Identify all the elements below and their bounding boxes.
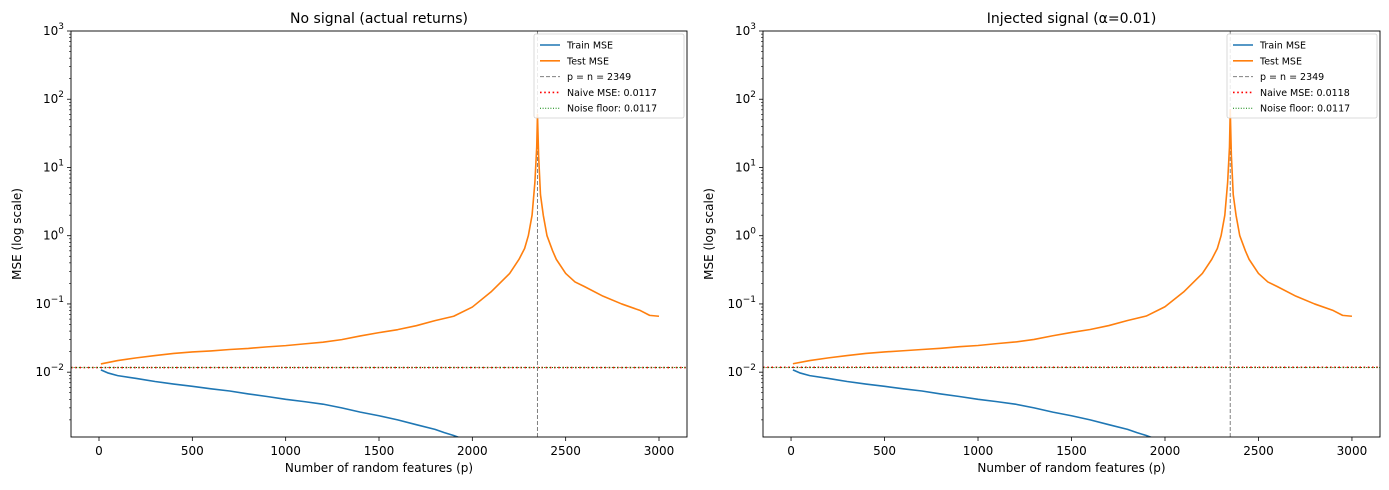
x-tick-label: 3000 <box>644 444 675 458</box>
y-tick-label: 102 <box>735 90 756 106</box>
chart-title: Injected signal (α=0.01) <box>987 11 1157 27</box>
y-tick-exponent: 1 <box>750 158 756 168</box>
test-mse-line <box>100 113 660 365</box>
legend: Train MSE Test MSE p = n = 2349 Naive MSE: … <box>1226 33 1378 119</box>
legend-entry-label: Naive MSE: 0.0117 <box>567 88 657 99</box>
legend-entry-label: Train MSE <box>1259 41 1306 52</box>
x-tick-label: 500 <box>181 444 204 458</box>
y-tick-label: 10−1 <box>35 295 64 311</box>
y-tick-label: 101 <box>43 158 64 174</box>
legend-box <box>533 33 685 119</box>
y-tick-base: 10 <box>735 92 750 106</box>
x-tick-label: 0 <box>95 444 103 458</box>
x-tick-label: 1000 <box>963 444 994 458</box>
train-mse-line <box>792 369 1153 437</box>
y-tick-exponent: 2 <box>750 90 756 100</box>
legend-entry-label: Train MSE <box>566 41 613 52</box>
x-axis-label: Number of random features (p) <box>977 461 1165 475</box>
y-tick-label: 103 <box>735 22 756 38</box>
y-tick-exponent: −1 <box>743 295 756 305</box>
x-tick-label: 2500 <box>550 444 581 458</box>
legend-entry-label: Noise floor: 0.0117 <box>567 104 657 115</box>
x-tick-label: 1500 <box>1056 444 1087 458</box>
y-tick-exponent: 2 <box>58 90 64 100</box>
y-tick-label: 100 <box>43 227 64 243</box>
y-tick-label: 102 <box>43 90 64 106</box>
legend-box <box>1226 33 1378 119</box>
y-tick-exponent: −2 <box>743 363 756 373</box>
y-tick-base: 10 <box>43 92 58 106</box>
y-tick-base: 10 <box>43 24 58 38</box>
y-tick-exponent: −1 <box>51 295 64 305</box>
y-tick-exponent: 1 <box>58 158 64 168</box>
y-tick-base: 10 <box>43 229 58 243</box>
y-tick-base: 10 <box>727 297 742 311</box>
y-tick-base: 10 <box>727 365 742 379</box>
legend-entry-label: Test MSE <box>566 56 609 67</box>
x-tick-label: 1500 <box>364 444 395 458</box>
x-tick-label: 0 <box>787 444 795 458</box>
y-tick-base: 10 <box>35 297 50 311</box>
x-tick-label: 500 <box>873 444 896 458</box>
y-tick-base: 10 <box>35 365 50 379</box>
legend-entry-label: p = n = 2349 <box>1260 72 1324 83</box>
y-tick-exponent: −2 <box>51 363 64 373</box>
legend-entry-label: Noise floor: 0.0117 <box>1260 104 1350 115</box>
x-tick-label: 2000 <box>457 444 488 458</box>
y-axis-label: MSE (log scale) <box>702 188 716 280</box>
y-tick-label: 100 <box>735 227 756 243</box>
x-tick-label: 2500 <box>1243 444 1274 458</box>
train-mse-line <box>100 369 460 437</box>
x-tick-label: 3000 <box>1337 444 1368 458</box>
legend-entry-label: p = n = 2349 <box>567 72 631 83</box>
x-axis-label: Number of random features (p) <box>285 461 473 475</box>
test-mse-line <box>792 109 1353 365</box>
legend-entry-label: Naive MSE: 0.0118 <box>1260 88 1350 99</box>
y-tick-exponent: 3 <box>750 22 756 32</box>
y-tick-exponent: 0 <box>58 227 64 237</box>
y-tick-base: 10 <box>735 160 750 174</box>
chart-title: No signal (actual returns) <box>290 11 468 27</box>
y-tick-base: 10 <box>43 160 58 174</box>
y-tick-label: 101 <box>735 158 756 174</box>
y-tick-label: 10−2 <box>35 363 64 379</box>
legend-entry-label: Test MSE <box>1259 56 1302 67</box>
y-tick-exponent: 0 <box>750 227 756 237</box>
x-tick-label: 1000 <box>270 444 301 458</box>
y-tick-base: 10 <box>735 24 750 38</box>
y-axis-label: MSE (log scale) <box>10 188 24 280</box>
y-tick-label: 10−2 <box>727 363 756 379</box>
legend: Train MSE Test MSE p = n = 2349 Naive MSE: … <box>533 33 685 119</box>
chart-panel-no-signal: No signal (actual returns)0 500 1000 1500 20… <box>10 11 688 475</box>
y-tick-base: 10 <box>735 229 750 243</box>
y-tick-label: 103 <box>43 22 64 38</box>
chart-panel-injected-signal: Injected signal (α=0.01)0 500 1000 1500 2000… <box>702 11 1381 475</box>
x-tick-label: 2000 <box>1150 444 1181 458</box>
y-tick-exponent: 3 <box>58 22 64 32</box>
y-tick-label: 10−1 <box>727 295 756 311</box>
